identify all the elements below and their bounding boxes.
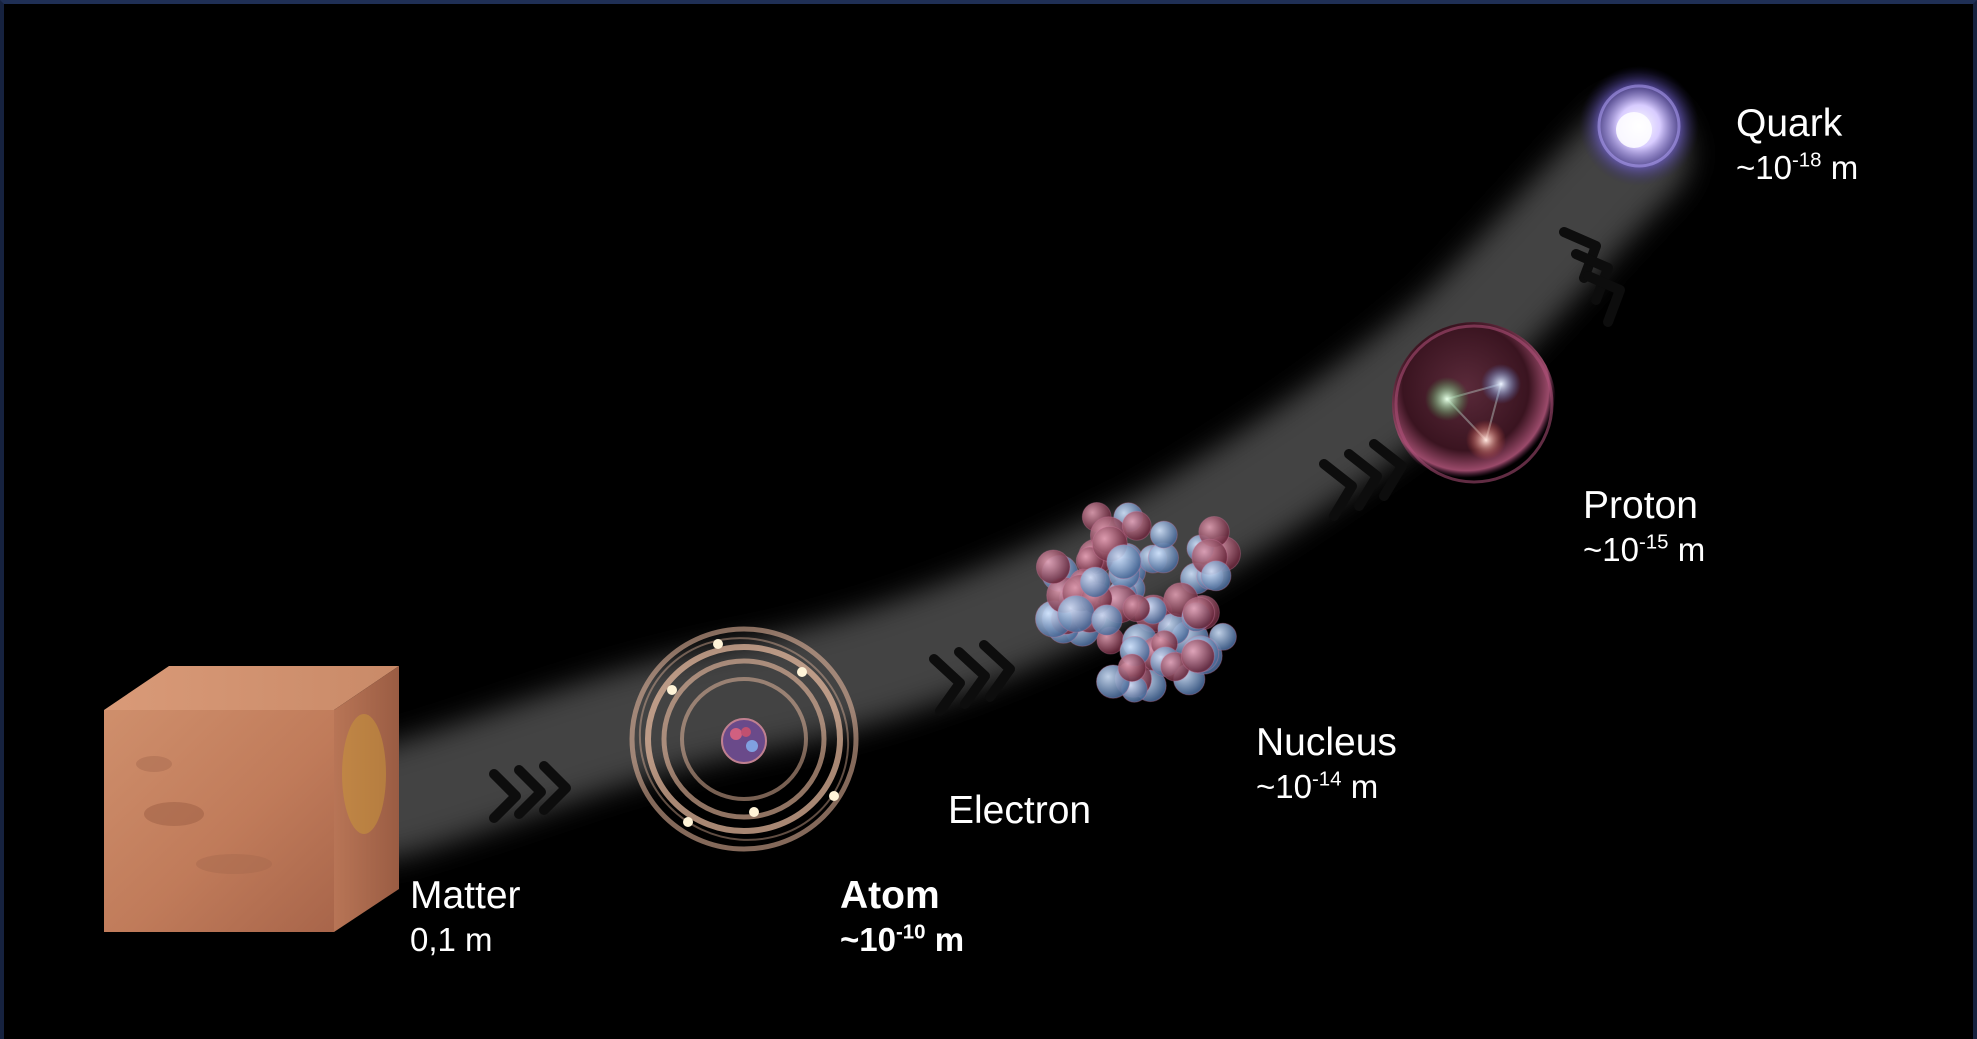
proton-name: Proton — [1583, 484, 1698, 527]
electron-label: Electron — [948, 787, 1091, 835]
nucleon-sphere — [1122, 594, 1151, 623]
nucleon-sphere — [1200, 560, 1232, 592]
nucleus-size-exponent: -14 — [1311, 766, 1342, 790]
matter-cube — [104, 666, 399, 932]
matter-size: 0,1 m — [410, 920, 521, 960]
atom-name: Atom — [840, 874, 940, 917]
quark-size-unit: m — [1821, 148, 1859, 186]
nucleon-sphere — [1121, 510, 1152, 541]
quark-graphic — [1579, 66, 1699, 186]
nucleon-sphere — [1182, 596, 1215, 630]
matter-label: Matter 0,1 m — [410, 872, 521, 960]
atom-size-unit: m — [925, 920, 965, 958]
atom-size: ~10-10 m — [840, 920, 964, 960]
nucleus-name: Nucleus — [1256, 721, 1397, 764]
nucleon-sphere — [1091, 604, 1123, 636]
quark-label: Quark ~10-18 m — [1736, 100, 1858, 188]
nucleon-sphere — [1106, 544, 1142, 580]
nucleon-sphere — [1079, 566, 1111, 598]
nucleus-size-base: ~10 — [1256, 767, 1312, 805]
quark-size-exponent: -18 — [1791, 147, 1822, 171]
quark-size-base: ~10 — [1736, 148, 1792, 186]
nucleus-size-unit: m — [1341, 767, 1379, 805]
chevron-arrows — [489, 227, 1625, 823]
diagram-artwork — [104, 66, 1699, 932]
proton-size-base: ~10 — [1583, 530, 1639, 568]
nucleus-graphic — [1034, 502, 1241, 703]
proton-size-exponent: -15 — [1638, 529, 1669, 553]
nucleon-sphere — [1057, 594, 1095, 633]
atom-label: Atom ~10-10 m — [840, 872, 964, 960]
matter-name: Matter — [410, 874, 521, 917]
proton-size: ~10-15 m — [1583, 530, 1705, 570]
proton-graphic — [1392, 322, 1556, 486]
quark-size: ~10-18 m — [1736, 148, 1858, 188]
electron-name: Electron — [948, 789, 1092, 832]
atom-size-exponent: -10 — [895, 919, 926, 943]
nucleon-sphere — [1208, 622, 1237, 651]
nucleus-label: Nucleus ~10-14 m — [1256, 719, 1397, 807]
nucleon-sphere — [1117, 653, 1147, 683]
nucleon-sphere — [1180, 639, 1215, 674]
matter-size-value: 0,1 m — [410, 920, 493, 958]
proton-size-unit: m — [1668, 530, 1706, 568]
nucleus-size: ~10-14 m — [1256, 767, 1397, 807]
atom-graphic — [629, 626, 859, 852]
quark-name: Quark — [1736, 102, 1843, 145]
nucleon-sphere — [1035, 549, 1071, 585]
atom-size-base: ~10 — [840, 920, 896, 958]
nucleon-sphere — [1149, 520, 1178, 549]
proton-label: Proton ~10-15 m — [1583, 482, 1705, 570]
